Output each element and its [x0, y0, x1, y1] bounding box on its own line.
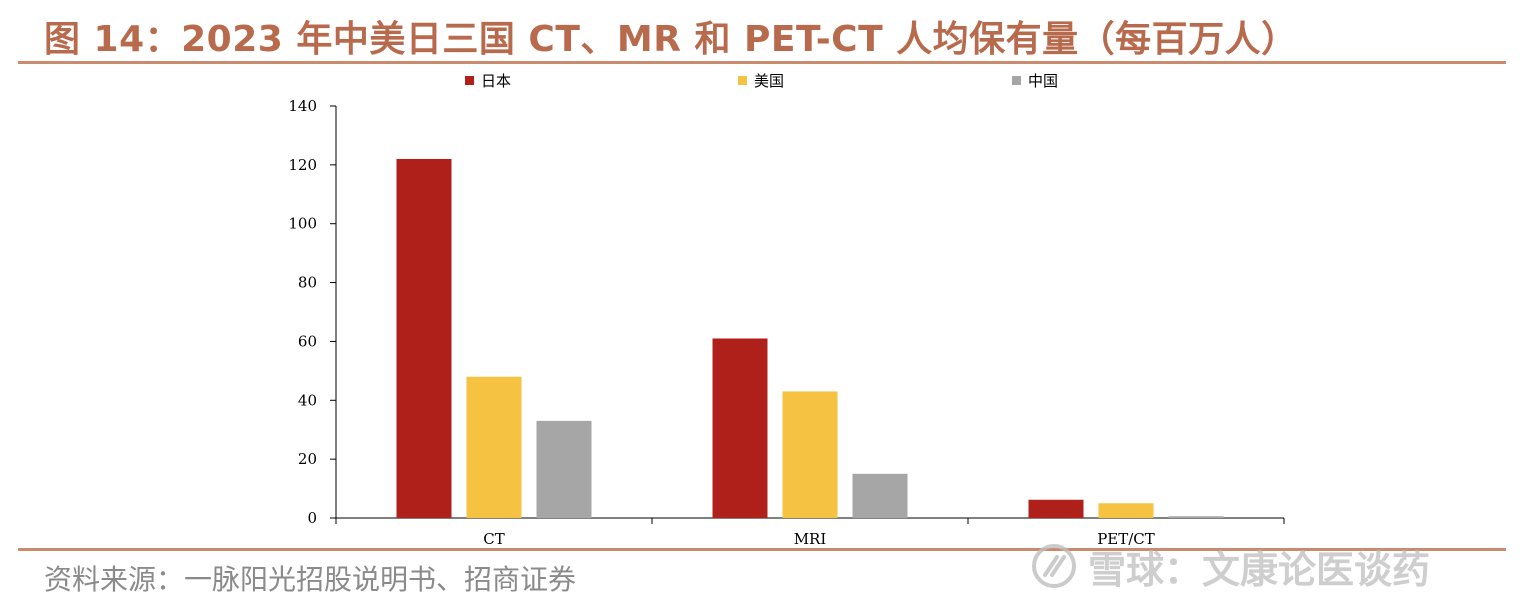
- bar: [536, 420, 592, 518]
- y-tick-label: 40: [298, 391, 317, 409]
- y-tick-label: 100: [288, 215, 317, 233]
- x-tick-label: MRI: [794, 530, 827, 545]
- bar: [396, 158, 452, 518]
- bar: [1098, 503, 1154, 518]
- figure-title: 图 14：2023 年中美日三国 CT、MR 和 PET-CT 人均保有量（每百…: [44, 19, 1298, 60]
- bar: [1168, 516, 1224, 518]
- legend-swatch: [465, 76, 474, 85]
- y-tick-label: 80: [298, 274, 317, 292]
- y-tick-label: 0: [307, 509, 317, 527]
- footer-divider: [18, 548, 1506, 551]
- x-tick-label: CT: [483, 530, 504, 545]
- y-tick-label: 120: [288, 156, 317, 174]
- x-tick-label: PET/CT: [1097, 530, 1155, 545]
- bar: [852, 473, 908, 518]
- bar: [1028, 499, 1084, 518]
- source-note: 资料来源：一脉阳光招股说明书、招商证券: [44, 563, 577, 596]
- bar-chart: 0 20 40 60 80 100 120 140 CT MRI PET/CT 日本 美国 中国: [288, 72, 1285, 545]
- legend-swatch: [1012, 76, 1021, 85]
- y-tick-label: 140: [288, 97, 317, 115]
- watermark: 雪球：文康论医谈药: [1030, 538, 1430, 594]
- bar: [782, 391, 838, 518]
- bar: [466, 376, 522, 518]
- legend-label: 中国: [1028, 72, 1058, 90]
- y-tick-label: 20: [298, 450, 317, 468]
- legend-label: 美国: [754, 72, 784, 90]
- bar: [712, 338, 768, 518]
- legend-label: 日本: [481, 72, 511, 90]
- legend-swatch: [738, 76, 747, 85]
- title-divider: [18, 61, 1506, 64]
- watermark-text: 雪球：文康论医谈药: [1088, 547, 1431, 592]
- snowball-logo-icon: [1032, 544, 1076, 588]
- y-tick-label: 60: [298, 332, 317, 350]
